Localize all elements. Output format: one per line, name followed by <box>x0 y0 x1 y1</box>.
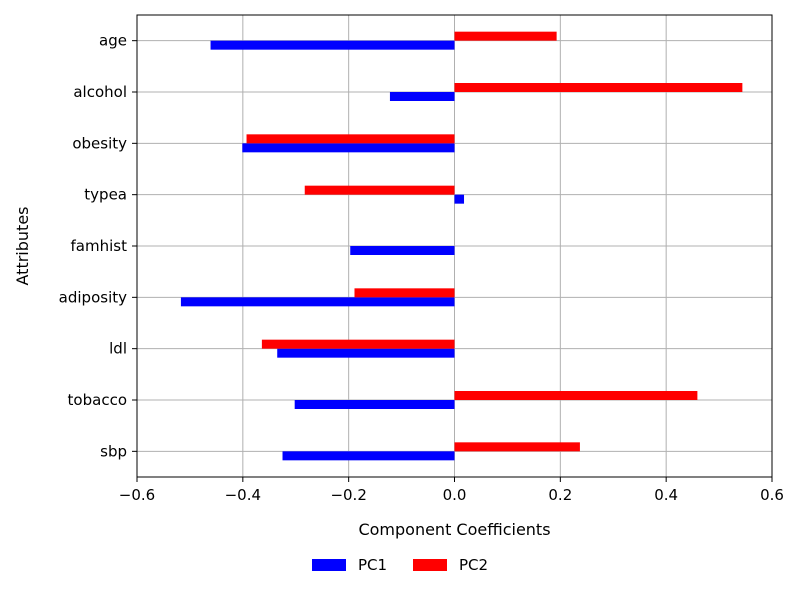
x-tick-label: 0.6 <box>760 486 784 504</box>
bar-pc1-age <box>210 40 455 50</box>
bar-pc2-sbp <box>454 442 580 452</box>
bar-pc1-obesity <box>242 143 455 153</box>
bar-pc1-alcohol <box>389 92 455 101</box>
x-tick-label: −0.2 <box>330 486 366 504</box>
bar-pc1-adiposity <box>180 297 455 307</box>
ticks: −0.6 −0.4 −0.2 0.0 0.2 0.4 0.6 sbp tobacco ldl adi… <box>59 32 784 504</box>
legend-label-pc2: PC2 <box>459 556 489 574</box>
bar-pc1-famhist <box>350 246 455 255</box>
y-axis-label: Attributes <box>13 207 32 286</box>
legend-item-pc1: PC1 <box>311 556 387 574</box>
bar-pc2-typea <box>304 185 455 195</box>
legend-swatch-pc1 <box>311 559 346 571</box>
bar-pc1-typea <box>454 194 465 204</box>
bar-pc2-tobacco <box>454 391 698 400</box>
x-axis-label: Component Coefficients <box>358 520 550 539</box>
legend-item-pc2: PC2 <box>413 556 488 574</box>
bar-pc1-ldl <box>277 348 455 358</box>
y-tick-label: alcohol <box>73 83 127 101</box>
x-tick-label: −0.4 <box>225 486 261 504</box>
x-tick-label: 0.0 <box>443 486 467 504</box>
y-tick-label: adiposity <box>59 288 127 306</box>
legend-label-pc1: PC1 <box>357 556 387 574</box>
x-tick-label: 0.4 <box>654 486 678 504</box>
bar-pc2-alcohol <box>454 83 743 92</box>
y-tick-label: age <box>99 32 127 50</box>
bars <box>180 31 743 461</box>
legend-swatch-pc2 <box>413 559 447 571</box>
x-tick-label: −0.6 <box>119 486 155 504</box>
y-tick-label: tobacco <box>68 391 127 409</box>
y-tick-label: sbp <box>100 442 127 460</box>
y-tick-label: typea <box>84 186 127 204</box>
x-tick-label: 0.2 <box>548 486 572 504</box>
bar-pc2-obesity <box>246 134 455 144</box>
bar-pc1-tobacco <box>294 400 455 409</box>
y-tick-label: obesity <box>72 134 127 152</box>
y-tick-label: famhist <box>71 237 128 255</box>
legend: PC1 PC2 <box>0 556 800 574</box>
bar-pc2-adiposity <box>354 288 455 298</box>
bar-pc2-age <box>454 31 557 41</box>
bar-pc1-sbp <box>282 451 455 461</box>
bar-pc2-ldl <box>261 339 455 349</box>
y-tick-label: ldl <box>109 340 127 358</box>
